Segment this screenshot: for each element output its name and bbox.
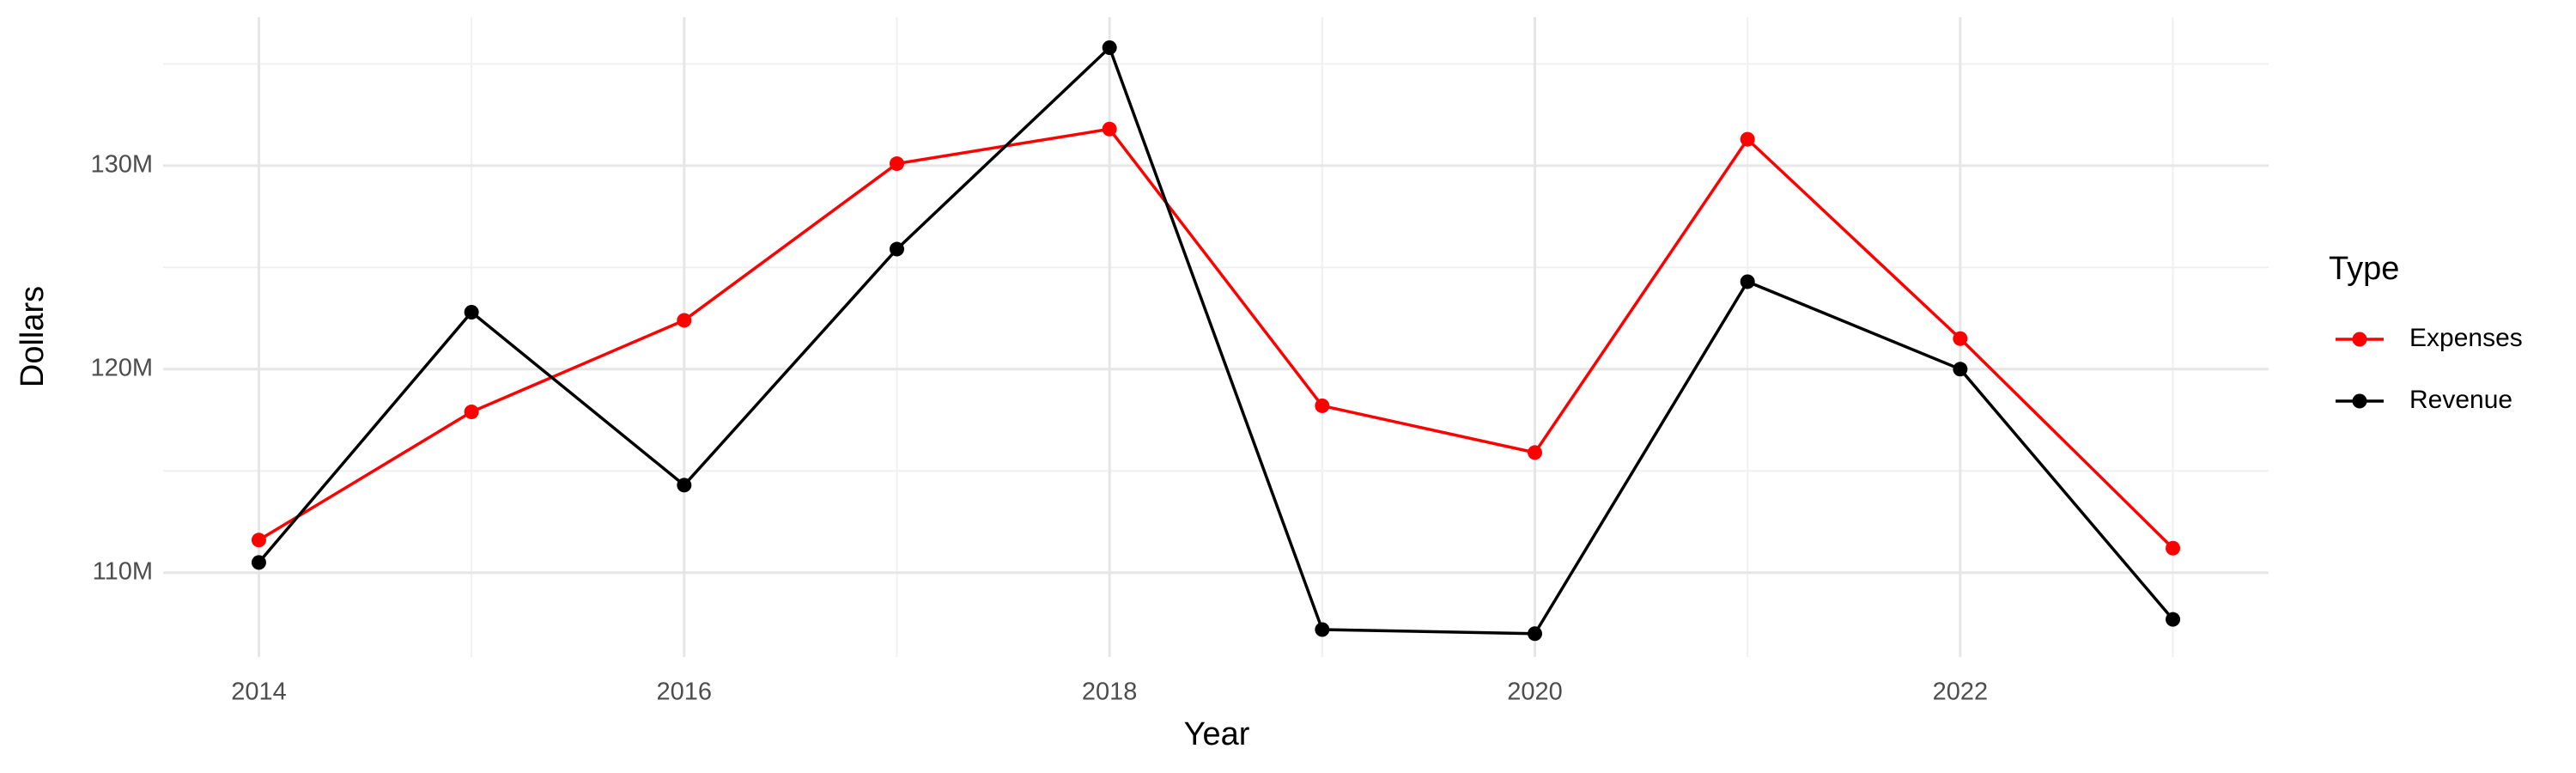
point: [1953, 362, 1968, 377]
x-axis-title: Year: [1184, 716, 1250, 752]
point: [1315, 622, 1330, 637]
legend-key-point: [2352, 332, 2367, 347]
legend-label: Expenses: [2409, 324, 2523, 352]
point: [1315, 398, 1330, 413]
x-tick-label: 2020: [1507, 679, 1563, 706]
x-tick-label: 2022: [1933, 679, 1989, 706]
x-tick-label: 2014: [231, 679, 287, 706]
point: [2166, 540, 2181, 556]
y-tick-label: 120M: [90, 354, 153, 381]
point: [1740, 274, 1755, 289]
line: [258, 45, 2174, 636]
legend-key-point: [2352, 393, 2367, 409]
x-tick-label: 2016: [657, 679, 713, 706]
point: [1528, 445, 1543, 460]
point: [251, 533, 266, 548]
point: [464, 304, 479, 320]
point: [251, 555, 266, 570]
y-tick-label: 130M: [90, 151, 153, 179]
point: [1102, 40, 1117, 56]
y-tick-label: 110M: [93, 557, 153, 585]
point: [1102, 121, 1117, 137]
point: [1528, 626, 1543, 642]
point: [1740, 131, 1755, 147]
line: [258, 127, 2174, 550]
x-tick-label: 2018: [1082, 679, 1138, 706]
point: [677, 478, 692, 493]
legend-title: Type: [2329, 251, 2399, 287]
y-axis-title: Dollars: [15, 286, 51, 387]
point: [464, 405, 479, 420]
point: [677, 313, 692, 328]
point: [2166, 612, 2181, 627]
legend-label: Revenue: [2409, 386, 2512, 414]
point: [889, 241, 904, 257]
point: [889, 156, 904, 172]
point: [1953, 331, 1968, 346]
